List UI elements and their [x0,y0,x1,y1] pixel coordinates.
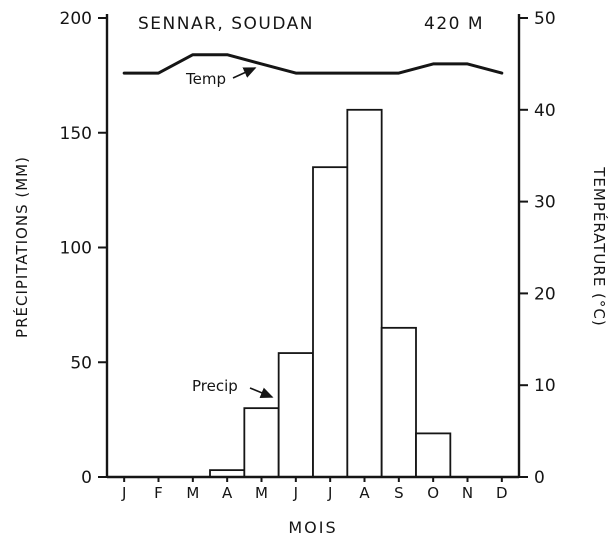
month-label-4: M [255,484,268,502]
temp-line-layer [122,53,504,75]
elevation-label: 420 M [424,14,484,34]
y-axis-right-title: TEMPÉRATURE (°C) [590,166,609,327]
month-label-8: S [394,484,404,502]
y-axis-left-title: PRÉCIPITATIONS (MM) [12,156,31,338]
y-left-tick-label: 150 [60,124,92,144]
precip-annotation-arrow [249,387,274,398]
month-label-11: D [496,484,508,502]
y-right-tick-label: 20 [534,284,556,304]
month-label-6: J [327,484,332,502]
axis-ticks-layer: 0 50 100 150 200 0 10 20 30 40 50 J F M A M J J A S O N D [60,9,556,502]
temp-annotation: Temp [185,70,226,88]
precip-bar-4-M [243,407,280,478]
y-left-tick-label: 200 [60,9,92,29]
y-right-tick-label: 30 [534,193,556,213]
y-left-tick-label: 100 [60,239,92,259]
temp-annotation-arrow [232,67,257,79]
precip-bar-5-J [277,352,314,478]
y-left-tick-label: 50 [70,353,92,373]
y-right-tick-label: 0 [534,468,545,488]
temp-line [122,53,504,75]
precip-bar-7-A [346,108,383,478]
month-label-0: J [121,484,126,502]
precip-bars-layer [209,108,452,478]
precip-bar-6-J [312,166,349,478]
month-label-2: M [186,484,199,502]
precip-bar-8-S [380,326,417,478]
chart-title: SENNAR, SOUDAN [138,14,314,34]
y-right-tick-label: 10 [534,376,556,396]
y-right-tick-label: 40 [534,101,556,121]
y-left-tick-label: 0 [81,468,92,488]
month-label-1: F [154,484,163,502]
x-axis-title: MOIS [288,518,337,537]
month-label-5: J [293,484,298,502]
y-right-tick-label: 50 [534,9,556,29]
month-label-10: N [462,484,473,502]
month-label-9: O [427,484,439,502]
month-label-3: A [222,484,233,502]
month-label-7: A [359,484,370,502]
precip-annotation: Precip [192,377,238,395]
precip-bar-9-O [415,432,452,478]
